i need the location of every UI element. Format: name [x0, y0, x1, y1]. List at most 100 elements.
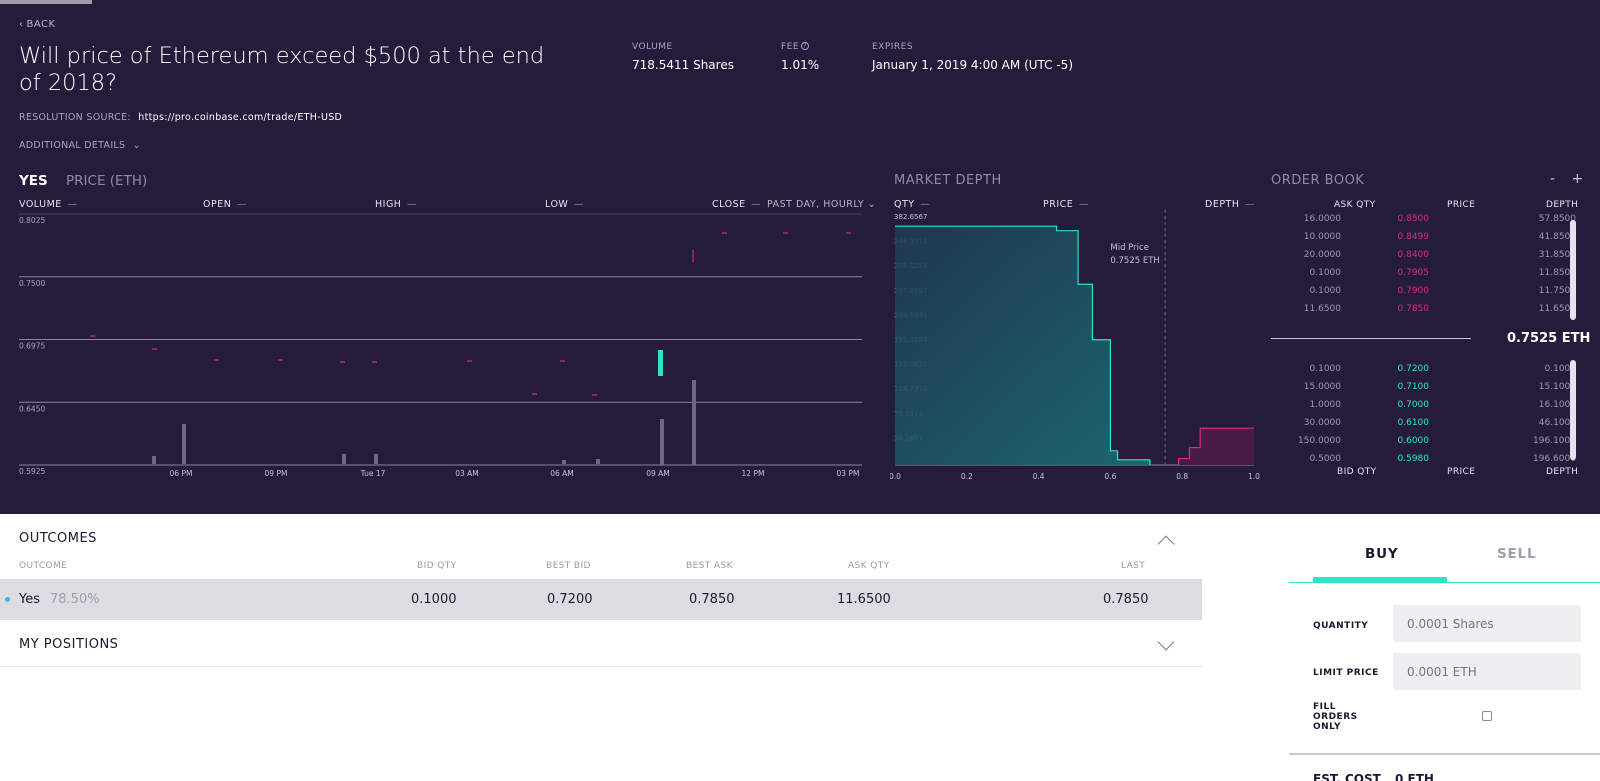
order-row[interactable]: 1.0000 0.7000 16.1000	[1271, 396, 1579, 414]
range-dropdown[interactable]: PAST DAY, HOURLY ⌄	[767, 199, 876, 210]
order-row[interactable]: 0.1000 0.7905 11.8500	[1271, 264, 1579, 282]
volume-bar	[562, 460, 566, 464]
outcome-best-ask: 0.7850	[689, 592, 735, 607]
market-depth-title: MARKET DEPTH	[894, 173, 1002, 188]
volume-bar	[692, 380, 696, 465]
order-depth: 196.1000	[1533, 436, 1576, 446]
depth-y-tick-label: 382.6567	[894, 213, 927, 221]
order-row[interactable]: 11.6500 0.7850 11.6500	[1271, 300, 1579, 318]
outcome-dot-icon	[5, 597, 10, 602]
ask-scrollbar[interactable]	[1570, 220, 1576, 320]
resolution-link[interactable]: https://pro.coinbase.com/trade/ETH-USD	[138, 112, 343, 123]
additional-details-toggle[interactable]: ADDITIONAL DETAILS ⌄	[19, 140, 141, 151]
order-row[interactable]: 16.0000 0.8500 57.8500	[1271, 210, 1579, 228]
back-link[interactable]: ‹ BACK	[19, 19, 56, 30]
chevron-up-icon[interactable]	[1157, 535, 1175, 553]
col-ask-qty: ASK QTY	[848, 561, 890, 571]
quantity-label: QUANTITY	[1313, 621, 1369, 631]
order-qty: 0.1000	[1309, 268, 1342, 278]
order-row[interactable]: 30.0000 0.6100 46.1000	[1271, 414, 1579, 432]
order-price: 0.7850	[1397, 304, 1430, 314]
y-tick-label: 0.6450	[19, 404, 45, 413]
legend-high[interactable]: HIGH —	[375, 199, 417, 210]
x-tick-label: 06 PM	[170, 469, 193, 476]
positions-divider	[0, 666, 1202, 667]
tab-yes[interactable]: YES	[19, 173, 48, 189]
table-row[interactable]: Yes 78.50% 0.1000 0.7200 0.7850 11.6500 …	[0, 579, 1202, 620]
mid-price-label: Mid Price	[1110, 243, 1149, 253]
market-header-panel: ‹ BACK Will price of Ethereum exceed $500…	[0, 0, 1600, 514]
order-price: 0.8500	[1397, 214, 1430, 224]
legend-low-label: LOW	[545, 199, 569, 210]
resolution-source: RESOLUTION SOURCE: https://pro.coinbase.…	[19, 112, 342, 123]
resolution-label: RESOLUTION SOURCE:	[19, 112, 131, 123]
legend-volume[interactable]: VOLUME —	[19, 199, 77, 210]
volume-bar	[596, 459, 600, 464]
order-price: 0.8499	[1397, 232, 1430, 242]
order-price: 0.7905	[1397, 268, 1430, 278]
legend-dash: —	[67, 199, 78, 210]
order-row[interactable]: 15.0000 0.7100 15.1000	[1271, 378, 1579, 396]
bid-scrollbar[interactable]	[1570, 360, 1576, 460]
bid-price-header: PRICE	[1447, 467, 1476, 477]
legend-open[interactable]: OPEN —	[203, 199, 247, 210]
col-outcome: OUTCOME	[19, 561, 68, 571]
outcome-bid-qty: 0.1000	[411, 592, 457, 607]
volume-bar	[660, 419, 664, 465]
x-tick-label: Tue 17	[360, 469, 386, 476]
order-depth: 11.8500	[1538, 268, 1576, 278]
volume-bar	[374, 454, 378, 464]
price-chart: 0.8025 0.7500 0.6975 0.6450 0.5925 06 PM 09 PM…	[19, 213, 862, 476]
order-depth: 11.7500	[1538, 286, 1576, 296]
order-depth: 57.8500	[1538, 214, 1576, 224]
y-tick-label: 0.5925	[19, 467, 45, 476]
order-row[interactable]: 150.0000 0.6000 196.1000	[1271, 432, 1579, 450]
y-tick-label: 0.7500	[19, 279, 45, 288]
order-row[interactable]: 0.5000 0.5980 196.6000	[1271, 450, 1579, 468]
legend-dash: —	[751, 199, 762, 210]
tab-price-eth[interactable]: PRICE (ETH)	[66, 173, 148, 189]
zoom-controls[interactable]: - +	[1550, 171, 1590, 187]
chevron-down-icon: ⌄	[132, 140, 141, 151]
legend-low[interactable]: LOW —	[545, 199, 584, 210]
limit-price-label: LIMIT PRICE	[1313, 668, 1379, 678]
order-row[interactable]: 20.0000 0.8400 31.8500	[1271, 246, 1579, 264]
order-qty: 15.0000	[1303, 382, 1341, 392]
fee-stat: FEE? 1.01%	[781, 42, 819, 72]
order-price: 0.7100	[1397, 382, 1430, 392]
limit-price-input[interactable]	[1393, 653, 1581, 690]
quantity-input[interactable]	[1393, 605, 1581, 642]
order-qty: 10.0000	[1303, 232, 1341, 242]
back-label: BACK	[26, 19, 56, 30]
bid-list: 0.1000 0.7200 0.1000 15.0000 0.7100 15.1000 1.…	[1271, 360, 1579, 468]
order-depth: 46.1000	[1538, 418, 1576, 428]
mid-price-value: 0.7525 ETH	[1507, 331, 1591, 346]
depth-depth-label: DEPTH	[1205, 199, 1240, 210]
mid-price-line	[1271, 338, 1471, 339]
ask-qty-header: ASK QTY	[1334, 200, 1376, 210]
order-depth: 41.8500	[1538, 232, 1576, 242]
order-qty: 30.0000	[1303, 418, 1341, 428]
tab-sell[interactable]: SELL	[1497, 546, 1537, 562]
chevron-left-icon: ‹	[19, 19, 24, 30]
order-row[interactable]: 0.1000 0.7200 0.1000	[1271, 360, 1579, 378]
chevron-down-icon[interactable]	[1157, 633, 1175, 651]
fill-orders-only-checkbox[interactable]	[1482, 711, 1492, 721]
y-tick-label: 0.6975	[19, 342, 45, 351]
order-depth: 11.6500	[1538, 304, 1576, 314]
info-icon[interactable]: ?	[801, 42, 810, 50]
outcome-last: 0.7850	[1103, 592, 1149, 607]
additional-details-label: ADDITIONAL DETAILS	[19, 140, 126, 151]
chevron-down-icon: ⌄	[867, 199, 877, 210]
order-row[interactable]: 10.0000 0.8499 41.8500	[1271, 228, 1579, 246]
bid-depth-area	[895, 226, 1150, 465]
my-positions-title: MY POSITIONS	[19, 637, 119, 652]
order-price: 0.7900	[1397, 286, 1430, 296]
depth-x-tick-label: 0.2	[961, 472, 973, 481]
est-cost-label: EST. COST	[1313, 772, 1381, 781]
tab-buy[interactable]: BUY	[1365, 546, 1399, 562]
legend-close[interactable]: CLOSE —	[712, 199, 761, 210]
form-divider	[1289, 753, 1600, 755]
order-row[interactable]: 0.1000 0.7900 11.7500	[1271, 282, 1579, 300]
expires-value: January 1, 2019 4:00 AM (UTC -5)	[872, 58, 1073, 72]
